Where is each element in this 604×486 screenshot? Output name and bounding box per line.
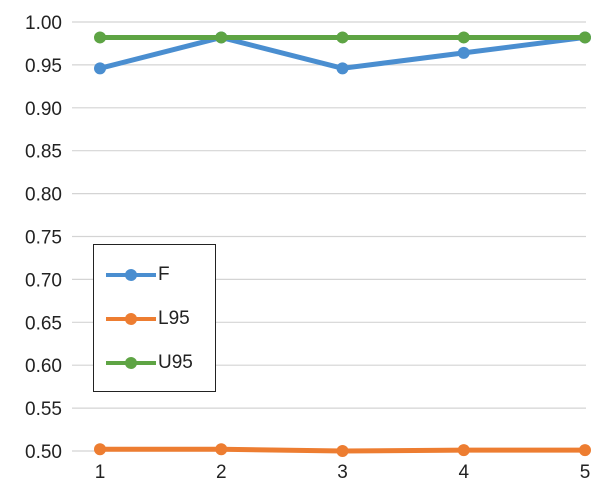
legend-swatch-f <box>106 263 156 287</box>
data-point-u95 <box>215 31 228 44</box>
legend-label-u95: U95 <box>158 352 193 373</box>
data-point-u95 <box>94 31 106 44</box>
y-tick-label: 0.70 <box>25 270 62 291</box>
y-tick-label: 0.50 <box>25 442 62 463</box>
y-tick-label: 0.90 <box>25 99 62 120</box>
y-tick-label: 0.75 <box>25 228 62 249</box>
series-u95 <box>94 31 591 44</box>
legend-swatch-u95 <box>106 351 156 375</box>
series-layer <box>94 31 591 457</box>
data-point-l95 <box>457 444 470 457</box>
data-point-f <box>457 46 470 59</box>
y-tick-label: 0.60 <box>25 356 62 377</box>
legend: F L95 U95 <box>93 244 216 392</box>
y-tick-label: 0.85 <box>25 142 62 163</box>
legend-label-l95: L95 <box>158 308 190 329</box>
data-point-f <box>94 62 106 75</box>
x-tick-label: 4 <box>458 462 469 481</box>
data-point-l95 <box>336 445 349 457</box>
legend-item-l95: L95 <box>106 307 190 331</box>
legend-label-f: F <box>158 264 170 285</box>
data-point-u95 <box>457 31 470 44</box>
x-tick-label: 1 <box>95 462 106 481</box>
legend-item-u95: U95 <box>106 351 193 375</box>
series-l95 <box>94 443 591 457</box>
data-point-u95 <box>336 31 349 44</box>
y-tick-label: 0.55 <box>25 399 62 420</box>
data-point-u95 <box>579 31 591 44</box>
x-axis-ticks: 1 2 3 4 5 <box>95 462 591 483</box>
x-tick-label: 3 <box>337 462 348 481</box>
y-tick-label: 0.95 <box>25 56 62 77</box>
y-tick-label: 0.65 <box>25 313 62 334</box>
legend-swatch-l95 <box>106 307 156 331</box>
y-tick-label: 0.80 <box>25 185 62 206</box>
y-tick-label: 1.00 <box>25 13 62 34</box>
data-point-f <box>336 62 349 75</box>
x-tick-label: 5 <box>580 462 591 481</box>
data-point-l95 <box>215 443 228 456</box>
data-point-l95 <box>94 443 106 456</box>
data-point-l95 <box>579 444 591 457</box>
legend-item-f: F <box>106 263 170 287</box>
y-axis-ticks: 0.50 0.55 0.60 0.65 0.70 0.75 0.80 0.85 0.90 0.95… <box>25 13 62 463</box>
x-tick-label: 2 <box>216 462 227 481</box>
